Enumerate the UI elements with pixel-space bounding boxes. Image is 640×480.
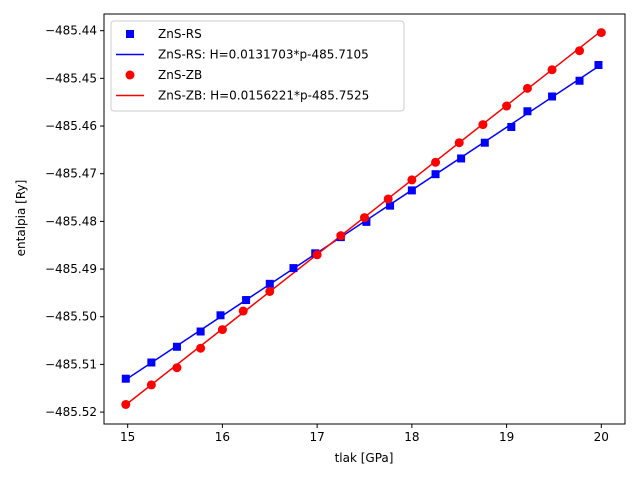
legend-label-zb-fit: ZnS-ZB: H=0.0156221*p-485.7525 — [158, 89, 369, 103]
data-point-rs — [242, 296, 251, 305]
y-tick-label: −485.48 — [45, 214, 97, 228]
data-point-zb — [121, 399, 131, 409]
y-tick-label: −485.45 — [45, 71, 97, 85]
plot-area — [121, 28, 606, 409]
data-point-rs — [196, 327, 205, 336]
axes-frame — [103, 13, 626, 425]
data-point-zb — [172, 363, 182, 373]
y-tick-label: −485.44 — [45, 24, 97, 38]
data-point-zb — [383, 194, 393, 204]
data-point-rs — [407, 186, 416, 195]
data-point-zb — [146, 380, 156, 390]
y-tick-label: −485.52 — [45, 405, 97, 419]
data-point-rs — [121, 374, 130, 383]
data-point-rs — [548, 92, 557, 101]
data-point-zb — [431, 157, 441, 167]
x-tick-label: 17 — [309, 430, 324, 444]
x-tick-label: 18 — [404, 430, 419, 444]
data-point-rs — [172, 342, 181, 351]
data-point-zb — [547, 65, 557, 75]
x-tick-label: 20 — [594, 430, 609, 444]
axes: 15 16 17 18 19 20 −485.52 −485.51 −485.50 −485.49… — [45, 13, 626, 444]
y-axis-label: entalpia [Ry] — [14, 180, 28, 257]
x-tick-label: 19 — [499, 430, 514, 444]
data-point-zb — [360, 213, 369, 223]
data-point-rs — [386, 201, 395, 210]
data-point-zb — [336, 231, 346, 241]
legend-box — [110, 20, 405, 112]
y-tick-label: −485.49 — [45, 262, 97, 276]
data-point-zb — [196, 343, 206, 353]
x-tick-label: 15 — [120, 430, 135, 444]
y-tick-label: −485.50 — [45, 310, 97, 324]
data-point-zb — [312, 250, 322, 260]
x-axis-label: tlak [GPa] — [335, 451, 394, 465]
data-point-zb — [522, 83, 532, 93]
data-point-rs — [507, 122, 516, 131]
legend-handle-rs-marker — [126, 30, 134, 38]
data-point-rs — [216, 311, 225, 320]
data-point-rs — [594, 61, 603, 70]
data-point-rs — [523, 107, 532, 116]
data-point-zb — [407, 175, 417, 185]
data-point-rs — [480, 138, 489, 147]
data-point-zb — [596, 28, 606, 38]
fit-line-rs — [125, 65, 599, 381]
data-point-zb — [454, 138, 464, 148]
data-point-rs — [289, 264, 298, 273]
data-point-rs — [431, 170, 440, 179]
data-point-rs — [265, 279, 274, 288]
legend-label-zb-marker: ZnS-ZB — [158, 68, 202, 82]
data-point-rs — [362, 217, 371, 226]
data-point-zb — [575, 46, 585, 56]
data-point-rs — [147, 358, 156, 367]
data-point-zb — [217, 325, 227, 335]
legend: ZnS-RS ZnS-RS: H=0.0131703*p-485.7105 ZnS-… — [110, 20, 405, 112]
legend-label-rs-marker: ZnS-RS — [158, 27, 202, 41]
y-tick-label: −485.47 — [45, 167, 97, 181]
legend-label-rs-fit: ZnS-RS: H=0.0131703*p-485.7105 — [158, 48, 369, 62]
data-point-zb — [478, 120, 488, 130]
legend-handle-zb-marker — [125, 70, 135, 80]
data-point-zb — [238, 306, 248, 316]
data-point-rs — [575, 76, 584, 85]
y-tick-label: −485.46 — [45, 119, 97, 133]
y-tick-label: −485.51 — [45, 357, 97, 371]
data-point-zb — [265, 286, 275, 296]
data-point-zb — [502, 101, 512, 111]
data-point-rs — [457, 154, 466, 163]
x-tick-label: 16 — [215, 430, 230, 444]
